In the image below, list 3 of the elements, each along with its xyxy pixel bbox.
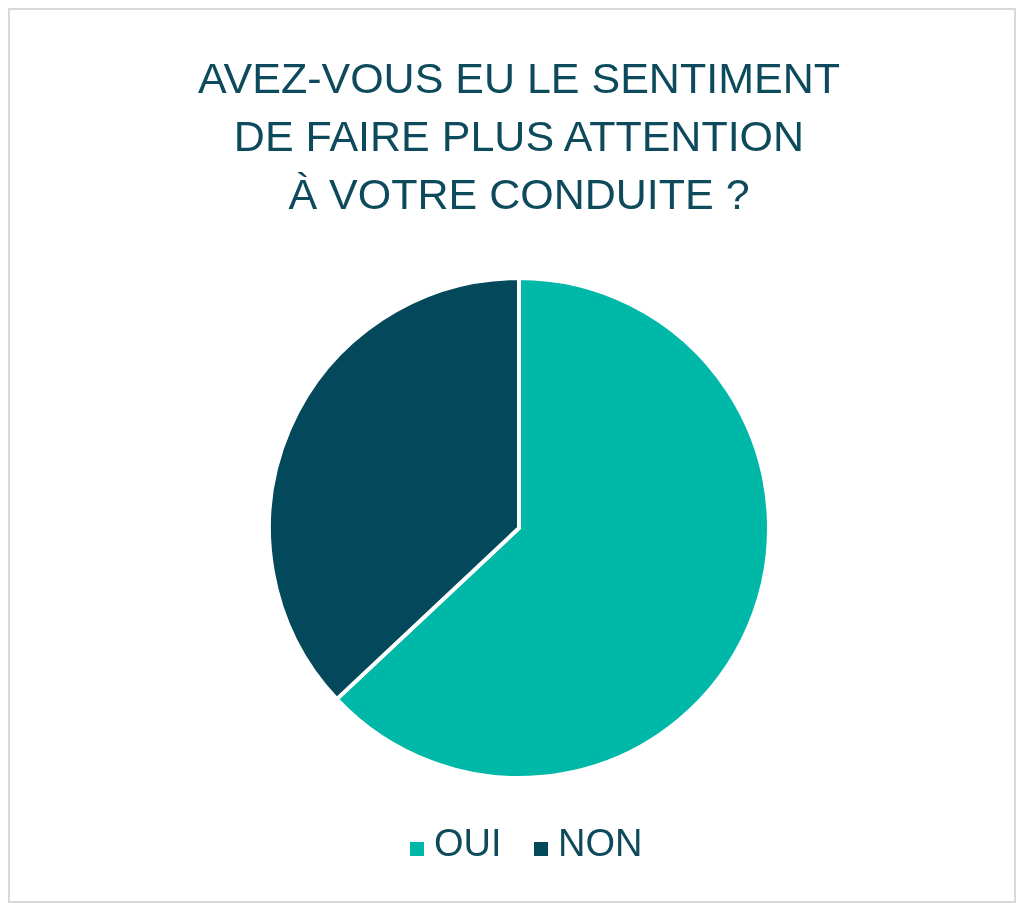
legend-label: NON <box>558 822 643 864</box>
legend-label: OUI <box>434 822 502 864</box>
chart-title: AVEZ-VOUS EU LE SENTIMENT DE FAIRE PLUS ATTENTION À VOTRE CONDUITE ? <box>198 54 840 218</box>
